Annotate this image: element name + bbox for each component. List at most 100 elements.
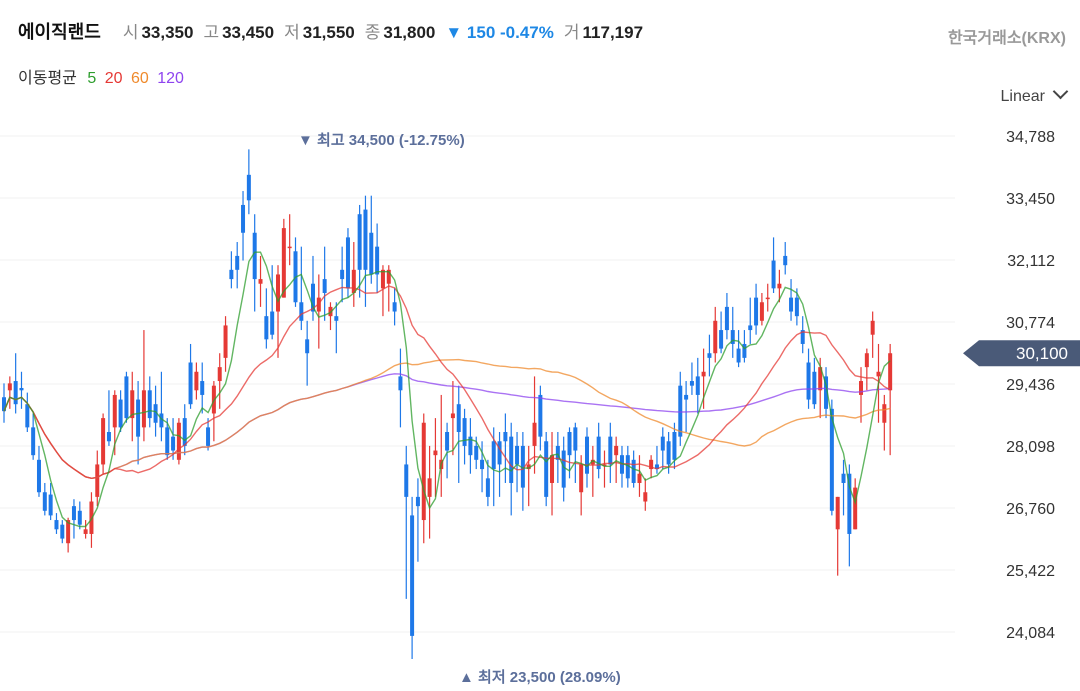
candle-body: [824, 376, 829, 409]
candle: [695, 357, 700, 414]
current-price-label: 30,100: [1016, 344, 1068, 363]
candle-body: [153, 404, 158, 423]
candle-body: [13, 381, 18, 405]
y-tick-label: 30,774: [1006, 315, 1055, 332]
candle-body: [456, 404, 461, 433]
ma-20-label[interactable]: 20: [104, 70, 123, 87]
candle-body: [497, 441, 502, 465]
candle-body: [853, 487, 858, 530]
candle-body: [701, 371, 706, 377]
candle-body: [112, 394, 117, 428]
candle: [188, 343, 193, 409]
low-value: 31,550: [302, 23, 355, 42]
candle-body: [468, 436, 473, 456]
open-value: 33,350: [141, 23, 194, 42]
candle: [608, 422, 613, 483]
close-label: 종: [364, 23, 381, 42]
candle: [36, 445, 41, 497]
candle-body: [754, 297, 759, 326]
candle-body: [25, 404, 30, 428]
candle-body: [812, 371, 817, 405]
candle-body: [794, 297, 799, 317]
y-tick-label: 24,084: [1006, 625, 1055, 642]
candle: [287, 214, 292, 266]
scale-dropdown[interactable]: Linear: [1001, 83, 1069, 106]
candle-body: [229, 269, 234, 280]
volume-value: 117,197: [582, 23, 644, 42]
candle-body: [859, 381, 864, 395]
candle: [13, 353, 18, 414]
candle-body: [235, 255, 240, 270]
ma-legend: 이동평균 5 20 60 120: [18, 64, 188, 88]
ma-5-label[interactable]: 5: [87, 70, 97, 87]
candle-body: [573, 427, 578, 451]
low-stat: 저 31,550: [284, 18, 355, 43]
ma-60-label[interactable]: 60: [130, 70, 149, 87]
ma-120-label[interactable]: 120: [157, 70, 184, 87]
candle-body: [415, 496, 420, 507]
volume-stat: 거 117,197: [564, 18, 643, 43]
candle: [217, 353, 222, 409]
candle: [19, 371, 24, 409]
candle-body: [689, 381, 694, 386]
open-label: 시: [122, 23, 139, 42]
candle-body: [666, 441, 671, 465]
candle-body: [141, 390, 146, 428]
candle-body: [864, 353, 869, 368]
candle: [550, 432, 555, 516]
candle: [258, 255, 263, 307]
y-tick-label: 32,112: [1007, 253, 1055, 270]
candle-body: [579, 464, 584, 493]
stock-name: 에이직랜드: [18, 22, 101, 42]
candle-body: [742, 343, 747, 358]
candle: [754, 283, 759, 335]
candle-body: [345, 237, 350, 289]
candle-body: [357, 214, 362, 270]
candle: [742, 330, 747, 363]
candle: [182, 404, 187, 456]
candle: [503, 413, 508, 483]
candle: [340, 246, 345, 303]
candle: [579, 455, 584, 516]
candle: [777, 269, 782, 303]
candle: [106, 390, 111, 446]
candle-body: [246, 174, 251, 201]
candle: [264, 288, 269, 349]
candle-body: [480, 459, 485, 470]
candle-body: [176, 422, 181, 460]
candle-body: [241, 204, 246, 233]
candle-body: [736, 348, 741, 363]
candle: [124, 371, 129, 423]
high-label: 고: [203, 23, 220, 42]
candle: [77, 501, 82, 530]
candle: [637, 455, 642, 497]
candle-body: [789, 297, 794, 312]
y-tick-label: 28,098: [1006, 439, 1055, 456]
candle: [363, 195, 368, 307]
ma5-line: [3, 251, 891, 528]
candle-body: [77, 510, 82, 525]
candle-body: [649, 459, 654, 470]
candle-body: [544, 441, 549, 497]
candle-body: [392, 302, 397, 312]
high-stat: 고 33,450: [203, 18, 274, 43]
max-price-annotation: ▼ 최고 34,500 (-12.75%): [298, 131, 465, 149]
candle-body: [654, 464, 659, 470]
candle: [386, 265, 391, 312]
candle: [7, 376, 12, 409]
candle: [596, 422, 601, 479]
low-label: 저: [284, 23, 300, 42]
candle: [835, 496, 840, 576]
candle: [719, 311, 724, 354]
candle-body: [398, 376, 403, 391]
candle: [159, 371, 164, 442]
candle: [678, 371, 683, 446]
candle: [882, 394, 887, 451]
candle-body: [643, 492, 648, 502]
candle-body: [625, 455, 630, 479]
candle: [42, 482, 47, 516]
candle-body: [555, 445, 560, 460]
candle-body: [2, 397, 6, 412]
candle: [450, 381, 455, 456]
